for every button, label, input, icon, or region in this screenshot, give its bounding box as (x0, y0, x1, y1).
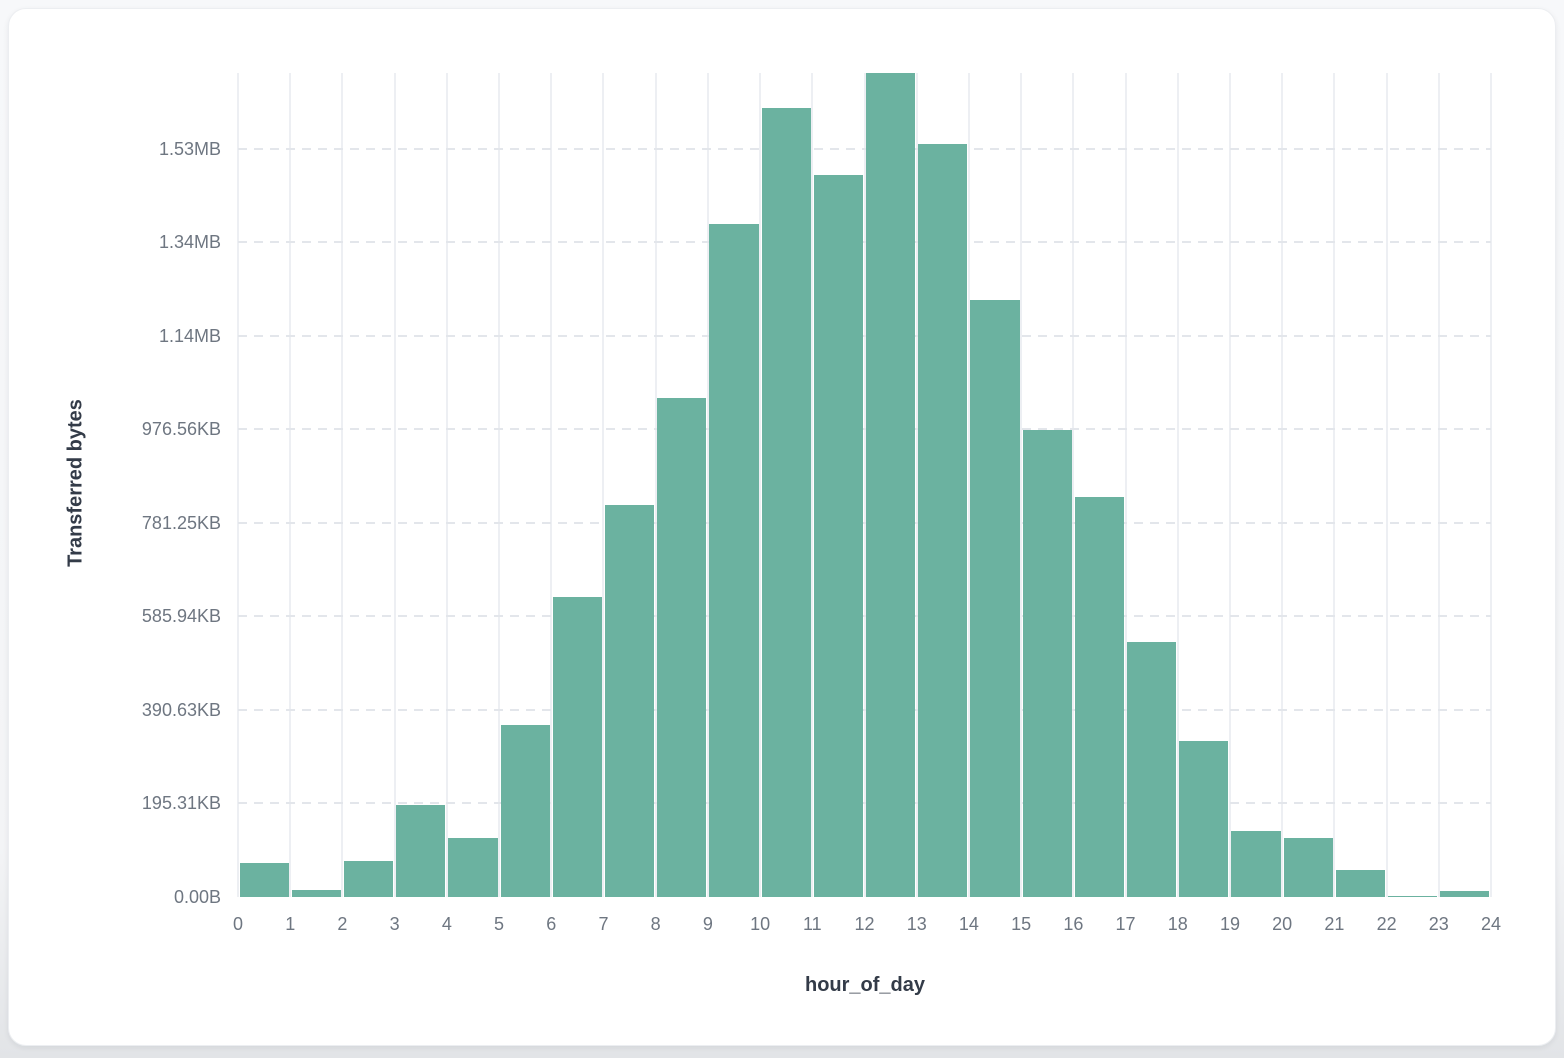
x-tick-label-3: 3 (389, 914, 400, 934)
x-tick-label-11: 11 (802, 914, 822, 934)
bar-hour-22[interactable] (1388, 895, 1438, 897)
grid-layer (9, 9, 1555, 1045)
bar-hour-1[interactable] (291, 889, 341, 897)
x-gridline-15 (1020, 73, 1023, 897)
x-gridline-9 (706, 73, 709, 897)
x-tick-label-12: 12 (854, 914, 875, 934)
bar-hour-10[interactable] (761, 107, 811, 897)
bar-hour-5[interactable] (500, 725, 550, 897)
x-tick-label-17: 17 (1115, 914, 1136, 934)
bar-hour-15[interactable] (1022, 430, 1072, 897)
x-gridline-5 (498, 73, 501, 897)
x-gridline-24 (1490, 73, 1492, 897)
x-tick-label-22: 22 (1376, 914, 1397, 934)
bar-hour-21[interactable] (1335, 869, 1386, 897)
x-tick-label-6: 6 (546, 914, 557, 934)
y-tick-label-781.25KB: 781.25KB (141, 512, 221, 533)
x-gridline-14 (967, 73, 970, 897)
y-tick-label-1.14MB: 1.14MB (158, 325, 221, 346)
y-gridline-976.56KB (238, 428, 1491, 431)
bar-hour-4[interactable] (448, 838, 498, 897)
x-tick-label-7: 7 (598, 914, 609, 934)
bar-hour-14[interactable] (970, 300, 1020, 897)
x-tick-label-23: 23 (1428, 914, 1449, 934)
bar-hour-7[interactable] (604, 505, 655, 897)
x-tick-label-0: 0 (232, 914, 243, 934)
bar-hour-12[interactable] (866, 73, 916, 897)
x-tick-label-10: 10 (750, 914, 771, 934)
x-axis-title: hour_of_day (804, 974, 926, 996)
x-gridline-1 (289, 73, 292, 897)
x-gridline-17 (1124, 73, 1127, 897)
bar-hour-18[interactable] (1179, 741, 1229, 897)
x-tick-label-9: 9 (702, 914, 713, 934)
x-gridline-18 (1176, 73, 1179, 897)
y-tick-label-195.31KB: 195.31KB (141, 793, 221, 814)
y-gridline-195.31KB (238, 802, 1491, 805)
x-tick-label-19: 19 (1219, 914, 1240, 934)
bar-hour-3[interactable] (396, 805, 446, 897)
x-gridline-10 (759, 73, 762, 897)
x-tick-label-21: 21 (1324, 914, 1345, 934)
chart-card: 0 1 2 3 4 5 6 7 8 9 10 11 12 13 14 15 16 17 18 19 20 21 22 23 24… (8, 8, 1556, 1046)
x-tick-label-16: 16 (1063, 914, 1084, 934)
x-tick-label-2: 2 (337, 914, 348, 934)
x-tick-label-14: 14 (958, 914, 979, 934)
x-gridline-12 (863, 73, 866, 897)
y-tick-label-0.00B: 0.00B (173, 887, 221, 907)
x-gridline-2 (341, 73, 344, 897)
x-tick-label-8: 8 (650, 914, 661, 934)
y-gridline-585.94KB (238, 615, 1491, 618)
x-tick-label-13: 13 (906, 914, 927, 934)
x-tick-label-1: 1 (285, 914, 296, 934)
bar-hour-17[interactable] (1127, 642, 1177, 897)
x-gridline-6 (550, 73, 553, 897)
bar-hour-2[interactable] (343, 860, 394, 897)
x-gridline-0 (237, 73, 239, 897)
x-gridline-20 (1281, 73, 1284, 897)
axis-layer: 0 1 2 3 4 5 6 7 8 9 10 11 12 13 14 15 16 17 18 19 20 21 22 23 24… (9, 9, 1555, 1045)
bar-hour-11[interactable] (813, 175, 863, 897)
bar-hour-13[interactable] (918, 143, 968, 897)
y-tick-label-1.34MB: 1.34MB (158, 232, 221, 253)
x-gridline-3 (393, 73, 396, 897)
y-gridline-1.34MB (238, 241, 1491, 244)
x-gridline-23 (1437, 73, 1440, 897)
x-tick-label-4: 4 (441, 914, 452, 934)
bar-hour-23[interactable] (1440, 890, 1490, 897)
y-tick-label-976.56KB: 976.56KB (141, 419, 221, 440)
x-gridline-16 (1072, 73, 1075, 897)
y-gridline-1.14MB (238, 334, 1491, 337)
bar-layer (9, 9, 1555, 1045)
y-axis-title: Transferred bytes (64, 399, 87, 567)
x-tick-label-20: 20 (1272, 914, 1293, 934)
x-gridline-21 (1333, 73, 1336, 897)
bar-hour-0[interactable] (239, 863, 289, 897)
y-tick-label-1.53MB: 1.53MB (158, 138, 221, 159)
x-gridline-19 (1228, 73, 1231, 897)
x-tick-label-18: 18 (1167, 914, 1188, 934)
x-gridline-8 (654, 73, 657, 897)
x-tick-label-5: 5 (494, 914, 505, 934)
bar-hour-19[interactable] (1231, 831, 1281, 897)
bar-hour-6[interactable] (552, 597, 602, 897)
bar-hour-8[interactable] (657, 398, 707, 897)
y-gridline-781.25KB (238, 521, 1491, 524)
x-gridline-7 (602, 73, 605, 897)
bar-hour-20[interactable] (1283, 838, 1333, 897)
bar-hour-16[interactable] (1074, 497, 1125, 897)
x-tick-label-24: 24 (1480, 914, 1502, 934)
y-gridline-1.53MB (238, 147, 1491, 150)
y-tick-label-585.94KB: 585.94KB (141, 606, 221, 627)
x-gridline-11 (811, 73, 814, 897)
x-tick-label-15: 15 (1011, 914, 1032, 934)
x-gridline-13 (915, 73, 918, 897)
x-gridline-22 (1385, 73, 1388, 897)
bar-hour-9[interactable] (709, 223, 759, 897)
y-gridline-390.63KB (238, 708, 1491, 711)
y-tick-label-390.63KB: 390.63KB (141, 699, 221, 720)
x-gridline-4 (445, 73, 448, 897)
